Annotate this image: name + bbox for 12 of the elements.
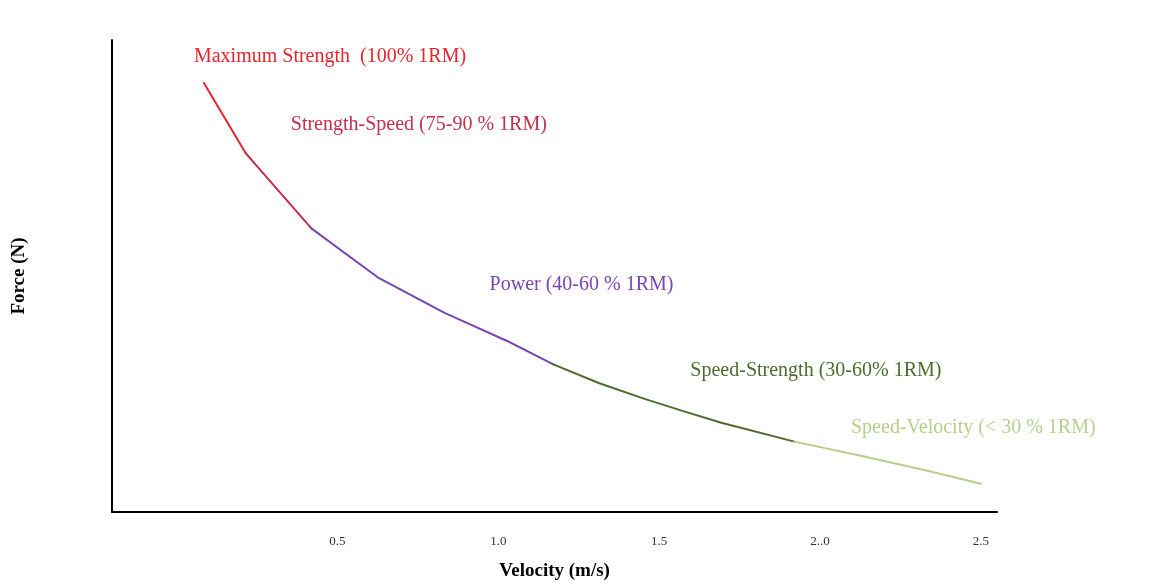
x-tick-label: 2.5	[972, 533, 990, 548]
annotation: Speed-Velocity (< 30 % 1RM)	[851, 414, 1096, 438]
x-tick-label: 1.5	[651, 533, 668, 548]
x-tick-label: 0.5	[329, 533, 346, 548]
x-tick-label: 2..0	[810, 533, 830, 548]
x-tick-label: 1.0	[490, 533, 507, 548]
annotation: Strength-Speed (75-90 % 1RM)	[290, 112, 547, 136]
annotation: Speed-Strength (30-60% 1RM)	[690, 358, 942, 382]
annotation: Power (40-60 % 1RM)	[489, 271, 674, 295]
x-axis-title: Velocity (m/s)	[499, 559, 610, 581]
y-axis-title: Force (N)	[7, 237, 29, 315]
text: Maximum Strength (100% 1RM)	[193, 43, 467, 67]
